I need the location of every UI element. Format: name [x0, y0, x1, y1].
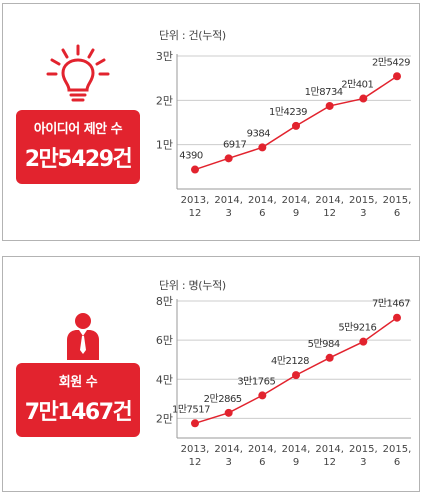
- idea-count-panel: 아이디어 제안 수 2만5429건 단위 : 건(누적) 1만 2만 3만 2013,…: [2, 3, 420, 241]
- x-tick-label: 2013, 12: [181, 195, 210, 219]
- data-label: 6917: [223, 139, 247, 150]
- data-point: [325, 101, 334, 110]
- data-point: [359, 337, 368, 346]
- data-point: [224, 154, 233, 163]
- x-tick-label: 2014, 12: [315, 195, 344, 219]
- member-unit-label: 단위 : 명(누적): [159, 279, 226, 292]
- y-tick-label: 4만: [156, 373, 173, 386]
- data-label: 1만8734: [305, 86, 343, 98]
- data-point: [191, 165, 199, 174]
- lightbulb-icon: [43, 44, 113, 104]
- data-label: 4390: [179, 151, 203, 162]
- person-icon: [63, 312, 103, 362]
- data-point: [393, 72, 401, 81]
- x-tick-label: 2014, 3: [214, 195, 243, 219]
- member-count-panel: 회원 수 7만1467건 단위 : 명(누적) 2만 4만 6만 8만 2013, 12 2…: [2, 256, 420, 492]
- idea-count-badge: 아이디어 제안 수 2만5429건: [16, 110, 140, 184]
- data-point: [325, 353, 334, 362]
- y-tick-label: 2만: [156, 412, 173, 425]
- x-tick-label: 2014, 9: [282, 444, 311, 468]
- data-label: 5만984: [308, 338, 340, 350]
- member-badge-label: 회원 수: [58, 375, 98, 390]
- x-tick-label: 2015, 3: [349, 444, 378, 468]
- x-tick-label: 2015, 6: [383, 444, 412, 468]
- data-point: [224, 408, 233, 417]
- idea-badge-label: 아이디어 제안 수: [33, 122, 123, 137]
- data-label: 2만2865: [204, 393, 242, 405]
- idea-badge-value: 2만5429건: [24, 147, 133, 172]
- data-label: 4만2128: [271, 355, 309, 367]
- data-point: [258, 143, 267, 152]
- y-tick-label: 3만: [156, 50, 173, 63]
- data-point: [393, 313, 401, 322]
- y-tick-label: 6만: [156, 334, 173, 347]
- y-tick-label: 2만: [156, 94, 173, 107]
- data-point: [258, 391, 267, 400]
- x-tick-label: 2014, 6: [248, 444, 277, 468]
- x-tick-label: 2014, 6: [248, 195, 277, 219]
- member-badge-value: 7만1467건: [24, 400, 133, 425]
- data-label: 2만5429: [372, 56, 410, 68]
- idea-unit-label: 단위 : 건(누적): [159, 29, 226, 42]
- data-label: 1만7517: [172, 403, 210, 415]
- data-point: [191, 419, 199, 428]
- data-label: 3만1765: [237, 375, 275, 387]
- data-label: 1만4239: [269, 106, 307, 118]
- data-point: [292, 371, 300, 380]
- data-point: [292, 121, 300, 130]
- x-tick-label: 2013, 12: [181, 444, 210, 468]
- data-label: 9384: [247, 128, 271, 139]
- data-label: 7만1467: [372, 298, 410, 310]
- member-count-badge: 회원 수 7만1467건: [16, 363, 140, 437]
- data-label: 2만401: [341, 79, 373, 91]
- y-tick-label: 1만: [156, 139, 173, 152]
- x-tick-label: 2015, 3: [349, 195, 378, 219]
- x-tick-label: 2014, 3: [214, 444, 243, 468]
- x-tick-label: 2014, 9: [282, 195, 311, 219]
- data-label: 5만9216: [338, 322, 376, 334]
- x-tick-label: 2014, 12: [315, 444, 344, 468]
- x-tick-label: 2015, 6: [383, 195, 412, 219]
- data-point: [359, 94, 368, 103]
- y-tick-label: 8만: [156, 295, 173, 308]
